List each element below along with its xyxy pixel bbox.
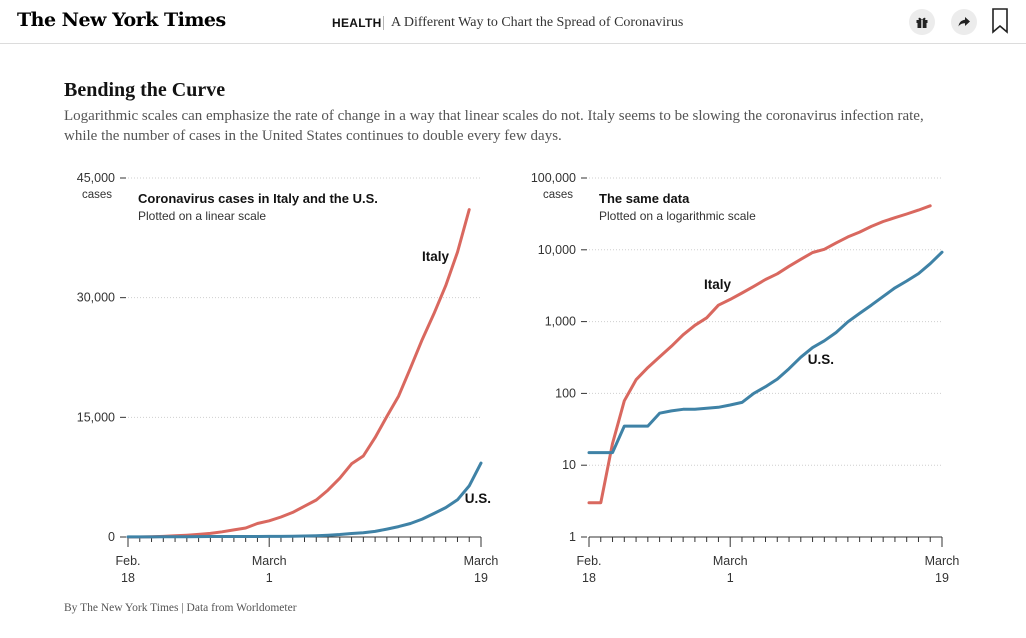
x-tick-label: March: [713, 554, 748, 568]
y-tick-label: 100: [555, 386, 576, 400]
y-tick-label: 10,000: [538, 243, 576, 257]
x-tick-label: 19: [474, 571, 488, 585]
gift-icon: [916, 17, 928, 28]
series-label-italy: Italy: [704, 277, 732, 292]
x-tick-label: March: [252, 554, 287, 568]
y-tick-label: 0: [108, 530, 115, 544]
chart-right-title: The same data: [599, 191, 690, 206]
article-dek: Logarithmic scales can emphasize the rat…: [64, 108, 924, 144]
section-label[interactable]: HEALTH: [332, 16, 382, 30]
y-tick-label: 10: [562, 458, 576, 472]
x-tick-label: 18: [582, 571, 596, 585]
credit-line: By The New York Times | Data from Worldo…: [64, 602, 297, 614]
top-bar: The New York Times HEALTH A Different Wa…: [0, 0, 1026, 44]
x-tick-label: Feb.: [115, 554, 140, 568]
y-tick-label: 1: [569, 530, 576, 544]
header-headline: A Different Way to Chart the Spread of C…: [391, 15, 684, 30]
x-tick-label: March: [464, 554, 499, 568]
y-tick-label: 45,000: [77, 171, 115, 185]
series-line-us: [587, 250, 944, 455]
x-tick-label: 18: [121, 571, 135, 585]
chart-log: The same data Plotted on a logarithmic s…: [531, 171, 960, 585]
charts-area: Coronavirus cases in Italy and the U.S. …: [77, 171, 960, 585]
gift-button[interactable]: [909, 9, 935, 35]
article-title: Bending the Curve: [64, 79, 226, 101]
share-icon: [958, 17, 970, 27]
chart-right-subtitle: Plotted on a logarithmic scale: [599, 209, 756, 223]
x-tick-label: 19: [935, 571, 949, 585]
series-label-italy: Italy: [422, 249, 450, 264]
bookmark-icon[interactable]: [991, 8, 1009, 34]
chart-left-title: Coronavirus cases in Italy and the U.S.: [138, 191, 378, 206]
chart-left-units: cases: [82, 189, 112, 201]
y-tick-label: 15,000: [77, 410, 115, 424]
y-tick-label: 1,000: [545, 315, 576, 329]
series-label-us: U.S.: [808, 352, 834, 367]
x-tick-label: 1: [266, 571, 273, 585]
series-line-italy: [126, 208, 471, 539]
series-line-italy: [587, 204, 932, 505]
nyt-logo[interactable]: The New York Times: [17, 9, 226, 31]
x-tick-label: Feb.: [576, 554, 601, 568]
header-divider: [383, 16, 384, 30]
chart-right-units: cases: [543, 189, 573, 201]
series-label-us: U.S.: [465, 491, 491, 506]
y-tick-label: 30,000: [77, 291, 115, 305]
share-button[interactable]: [951, 9, 977, 35]
series-line-us: [126, 461, 483, 539]
x-tick-label: 1: [727, 571, 734, 585]
chart-left-subtitle: Plotted on a linear scale: [138, 209, 266, 223]
chart-linear: Coronavirus cases in Italy and the U.S. …: [77, 171, 499, 585]
y-tick-label: 100,000: [531, 171, 576, 185]
x-tick-label: March: [925, 554, 960, 568]
